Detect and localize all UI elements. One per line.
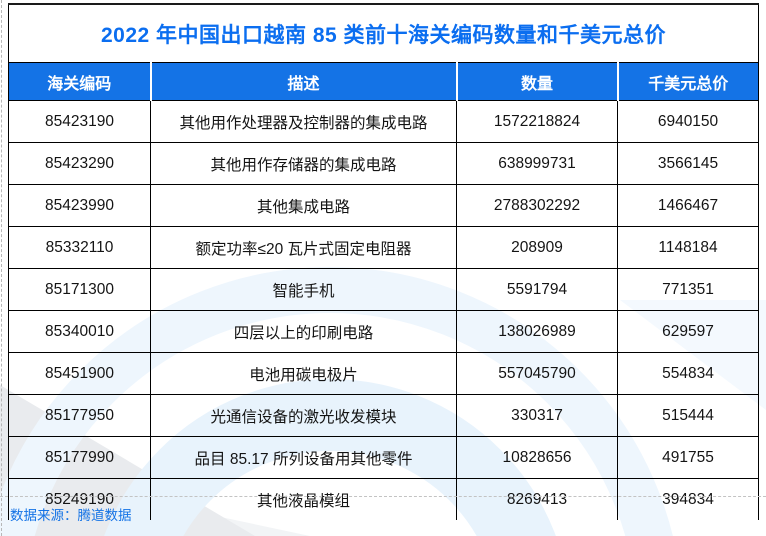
table-cell-description: 智能手机 xyxy=(150,268,457,311)
table-cell-hs-code: 85177950 xyxy=(8,394,151,437)
table-cell-description: 其他液晶模组 xyxy=(150,478,457,520)
column-header-quantity: 数量 xyxy=(455,62,618,101)
table-cell-total-price: 554834 xyxy=(616,352,760,395)
table-cell-description: 额定功率≤20 瓦片式固定电阻器 xyxy=(150,226,457,269)
table-header-row: 海关编码 描述 数量 千美元总价 xyxy=(8,62,759,101)
table-cell-total-price: 1466467 xyxy=(616,184,760,227)
table-row: 85340010 四层以上的印刷电路 138026989 629597 xyxy=(8,310,760,353)
table-cell-quantity: 138026989 xyxy=(456,310,618,353)
table-row: 85177990 品目 85.17 所列设备用其他零件 10828656 491755 xyxy=(8,436,760,479)
table-cell-total-price: 1148184 xyxy=(616,226,760,269)
table-cell-total-price: 6940150 xyxy=(616,100,760,143)
table-cell-quantity: 330317 xyxy=(456,394,618,437)
table-cell-quantity: 557045790 xyxy=(456,352,618,395)
column-header-hs-code: 海关编码 xyxy=(8,62,151,101)
table-row: 85171300 智能手机 5591794 771351 xyxy=(8,268,760,311)
table-cell-hs-code: 85423190 xyxy=(8,100,151,143)
table-cell-hs-code: 85177990 xyxy=(8,436,151,479)
table-cell-description: 其他集成电路 xyxy=(150,184,457,227)
table-cell-quantity: 2788302292 xyxy=(456,184,618,227)
table-cell-hs-code: 85423990 xyxy=(8,184,151,227)
hs-export-table: 2022 年中国出口越南 85 类前十海关编码数量和千美元总价 海关编码 描述 … xyxy=(8,3,760,520)
table-cell-total-price: 629597 xyxy=(616,310,760,353)
table-cell-total-price: 771351 xyxy=(616,268,760,311)
table-cell-hs-code: 85332110 xyxy=(8,226,151,269)
table-cell-hs-code: 85451900 xyxy=(8,352,151,395)
table-cell-quantity: 5591794 xyxy=(456,268,618,311)
column-header-total-price: 千美元总价 xyxy=(616,62,759,101)
table-cell-hs-code: 85171300 xyxy=(8,268,151,311)
table-cell-total-price: 515444 xyxy=(616,394,760,437)
column-header-description: 描述 xyxy=(149,62,457,101)
source-note: 数据来源：腾道数据 xyxy=(10,508,132,523)
table-row: 85423190 其他用作处理器及控制器的集成电路 1572218824 694015… xyxy=(8,100,760,143)
table-cell-total-price: 491755 xyxy=(616,436,760,479)
table-cell-quantity: 8269413 xyxy=(456,478,618,520)
table-cell-description: 品目 85.17 所列设备用其他零件 xyxy=(150,436,457,479)
table-cell-quantity: 10828656 xyxy=(456,436,618,479)
page-title: 2022 年中国出口越南 85 类前十海关编码数量和千美元总价 xyxy=(8,4,759,63)
table-cell-hs-code: 85340010 xyxy=(8,310,151,353)
table-cell-description: 电池用碳电极片 xyxy=(150,352,457,395)
page-break-line-bottom xyxy=(0,496,766,497)
table-cell-description: 光通信设备的激光收发模块 xyxy=(150,394,457,437)
page-break-line-left xyxy=(1,0,2,536)
table-cell-total-price: 394834 xyxy=(616,478,760,520)
table-body: 85423190 其他用作处理器及控制器的集成电路 1572218824 694015… xyxy=(8,100,760,520)
table-row: 85177950 光通信设备的激光收发模块 330317 515444 xyxy=(8,394,760,437)
table-row: 85451900 电池用碳电极片 557045790 554834 xyxy=(8,352,760,395)
table-row: 85423290 其他用作存储器的集成电路 638999731 3566145 xyxy=(8,142,760,185)
table-cell-description: 其他用作处理器及控制器的集成电路 xyxy=(150,100,457,143)
table-cell-total-price: 3566145 xyxy=(616,142,760,185)
title-row: 2022 年中国出口越南 85 类前十海关编码数量和千美元总价 xyxy=(8,4,759,63)
table-cell-quantity: 1572218824 xyxy=(456,100,618,143)
table-row: 85423990 其他集成电路 2788302292 1466467 xyxy=(8,184,760,227)
table-row: 85332110 额定功率≤20 瓦片式固定电阻器 208909 1148184 xyxy=(8,226,760,269)
table-cell-hs-code: 85423290 xyxy=(8,142,151,185)
table-cell-description: 四层以上的印刷电路 xyxy=(150,310,457,353)
table-cell-description: 其他用作存储器的集成电路 xyxy=(150,142,457,185)
table-cell-quantity: 638999731 xyxy=(456,142,618,185)
table-cell-quantity: 208909 xyxy=(456,226,618,269)
